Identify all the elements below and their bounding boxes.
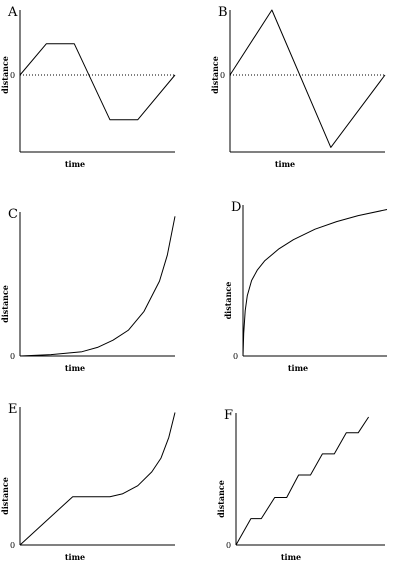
- x-axis-label: time: [65, 159, 85, 169]
- distance-time-line: [19, 216, 176, 357]
- distance-time-line: [229, 9, 386, 148]
- y-axis-label: distance: [216, 480, 226, 518]
- y-axis-label: distance: [0, 285, 10, 323]
- panel-label: D: [231, 200, 241, 215]
- distance-time-line: [235, 416, 370, 546]
- panel-c: C 0 distance time: [0, 207, 176, 373]
- panel-d: D 0 distance time: [223, 200, 388, 373]
- y-axis-label: distance: [0, 477, 10, 515]
- panel-label: B: [218, 5, 228, 20]
- distance-time-line: [19, 412, 176, 546]
- origin-label: 0: [220, 71, 225, 80]
- y-axis-label: distance: [223, 282, 233, 320]
- panel-label: A: [7, 5, 18, 20]
- x-axis-label: time: [65, 363, 85, 373]
- panel-e: E 0 distance time: [0, 402, 176, 562]
- x-axis-label: time: [275, 159, 295, 169]
- origin-label: 0: [233, 352, 238, 361]
- x-axis-label: time: [65, 552, 85, 562]
- origin-label: 0: [10, 352, 15, 361]
- y-axis-label: distance: [210, 56, 220, 94]
- x-axis-label: time: [281, 552, 301, 562]
- distance-time-line: [19, 43, 176, 121]
- panel-label: F: [224, 408, 233, 423]
- origin-label: 0: [226, 541, 231, 550]
- panel-f: F 0 distance time: [216, 408, 385, 562]
- x-axis-label: time: [288, 363, 308, 373]
- origin-label: 0: [10, 71, 15, 80]
- panel-label: C: [8, 207, 18, 222]
- origin-label: 0: [10, 541, 15, 550]
- panel-label: E: [8, 402, 18, 417]
- distance-time-line: [242, 209, 388, 357]
- y-axis-label: distance: [0, 56, 10, 94]
